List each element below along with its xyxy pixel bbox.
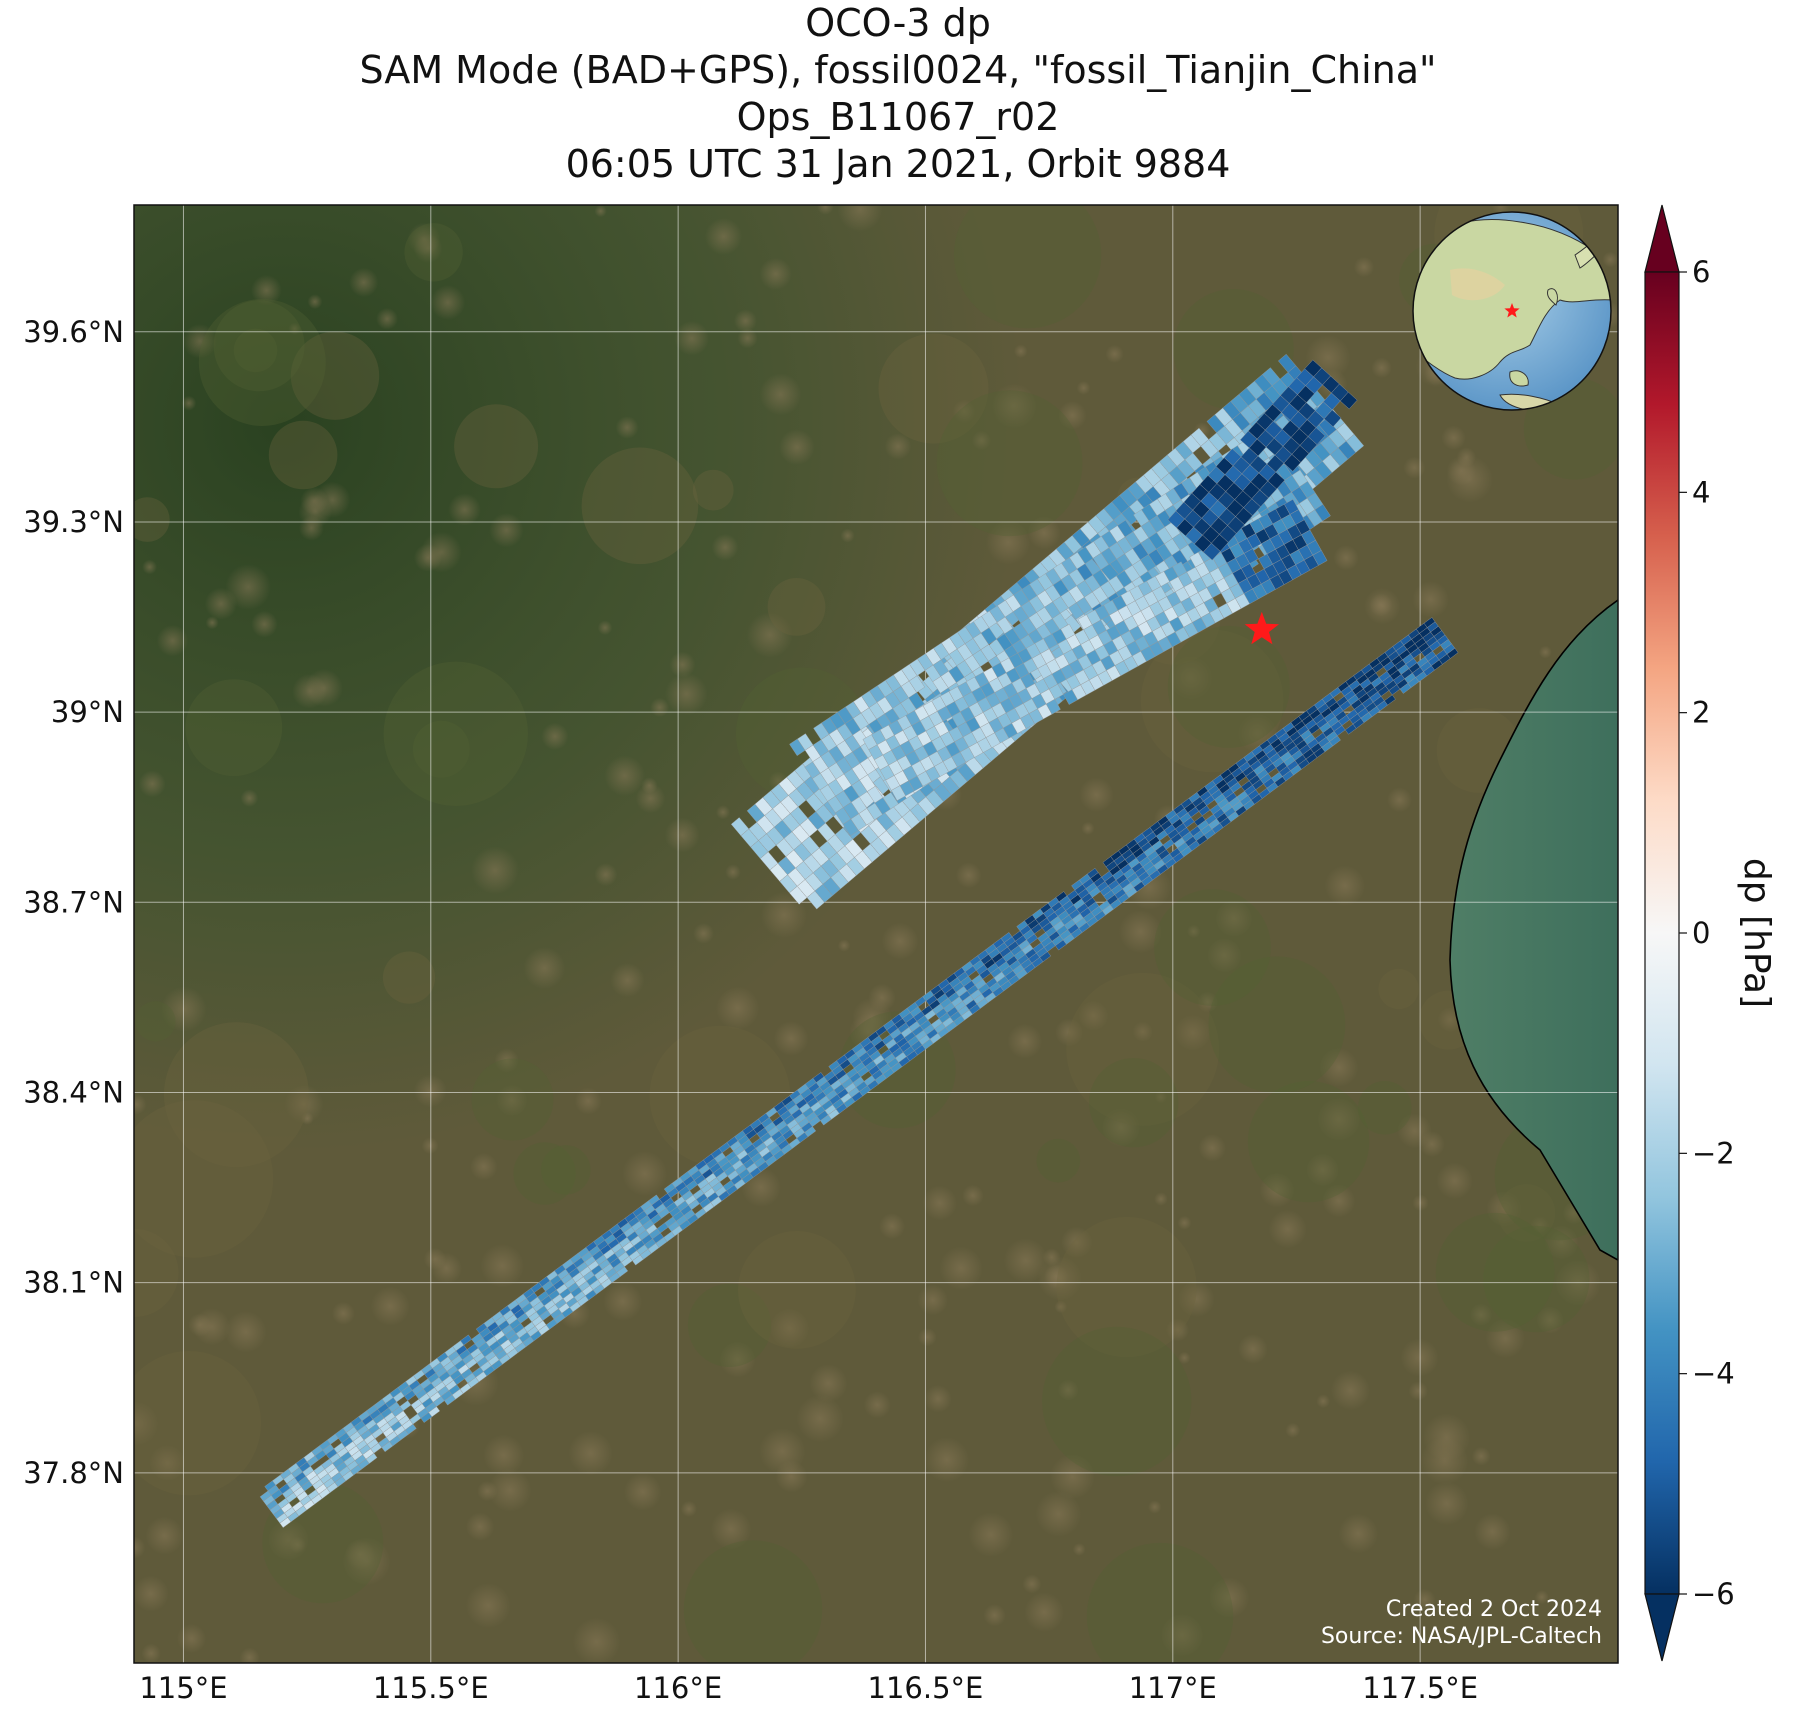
credit-created: Created 2 Oct 2024 xyxy=(1386,1597,1602,1622)
gridlines xyxy=(134,205,1618,1663)
lat-tick-label: 38.1°N xyxy=(23,1266,124,1300)
colorbar-tick-label: 0 xyxy=(1692,916,1710,950)
plateau xyxy=(1450,268,1505,301)
lat-tick-label: 39°N xyxy=(51,695,124,729)
title-line-2: SAM Mode (BAD+GPS), fossil0024, "fossil_… xyxy=(359,48,1437,92)
lon-tick-label: 117.5°E xyxy=(1362,1671,1478,1705)
globe-star-icon xyxy=(1504,303,1520,318)
colorbar-extend-bottom xyxy=(1644,1593,1680,1662)
colorbar-tick-label: −6 xyxy=(1692,1577,1735,1611)
colorbar-tick-label: 2 xyxy=(1692,696,1710,730)
map-frame xyxy=(133,204,1619,1664)
colorbar: 6 4 2 0 −2 −4 −6 dp [hPa] xyxy=(1644,204,1777,1662)
target-star-icon xyxy=(1244,611,1279,645)
title-line-1: OCO-3 dp xyxy=(805,1,991,45)
bohai-sea xyxy=(1450,600,1618,1260)
lat-tick-label: 37.8°N xyxy=(23,1456,124,1490)
credit-source: Source: NASA/JPL-Caltech xyxy=(1321,1624,1602,1649)
lat-tick-label: 39.3°N xyxy=(23,505,124,539)
lon-tick-label: 115°E xyxy=(139,1671,227,1705)
colorbar-bar xyxy=(1644,271,1680,1595)
lat-tick-label: 39.6°N xyxy=(23,315,124,349)
lon-tick-label: 117°E xyxy=(1129,1671,1217,1705)
colorbar-tick-label: −2 xyxy=(1692,1136,1735,1170)
colorbar-tick-label: 6 xyxy=(1692,255,1710,289)
lon-tick-label: 115.5°E xyxy=(373,1671,489,1705)
title-line-3: Ops_B11067_r02 xyxy=(736,95,1060,139)
colorbar-tick-label: −4 xyxy=(1692,1357,1735,1391)
lat-tick-labels: 37.8°N 38.1°N 38.4°N 38.7°N 39°N 39.3°N 39.6°N xyxy=(23,315,124,1490)
title-line-4: 06:05 UTC 31 Jan 2021, Orbit 9884 xyxy=(565,142,1231,186)
title-block: OCO-3 dp SAM Mode (BAD+GPS), fossil0024,… xyxy=(0,0,1796,188)
satellite-background xyxy=(134,205,1618,1663)
inset-globe xyxy=(1412,211,1612,411)
lon-tick-label: 116.5°E xyxy=(868,1671,984,1705)
lat-tick-label: 38.4°N xyxy=(23,1075,124,1109)
colorbar-tick-label: 4 xyxy=(1692,475,1710,509)
colorbar-extend-top xyxy=(1644,204,1680,273)
sounding-swaths xyxy=(259,353,1459,1528)
lat-tick-label: 38.7°N xyxy=(23,885,124,919)
coastline xyxy=(1449,599,1618,1261)
colorbar-label: dp [hPa] xyxy=(1736,858,1777,1008)
lon-tick-label: 116°E xyxy=(634,1671,722,1705)
colorbar-ticks: 6 4 2 0 −2 −4 −6 xyxy=(1679,255,1735,1611)
lon-tick-labels: 115°E 115.5°E 116°E 116.5°E 117°E 117.5°E xyxy=(139,1671,1478,1705)
